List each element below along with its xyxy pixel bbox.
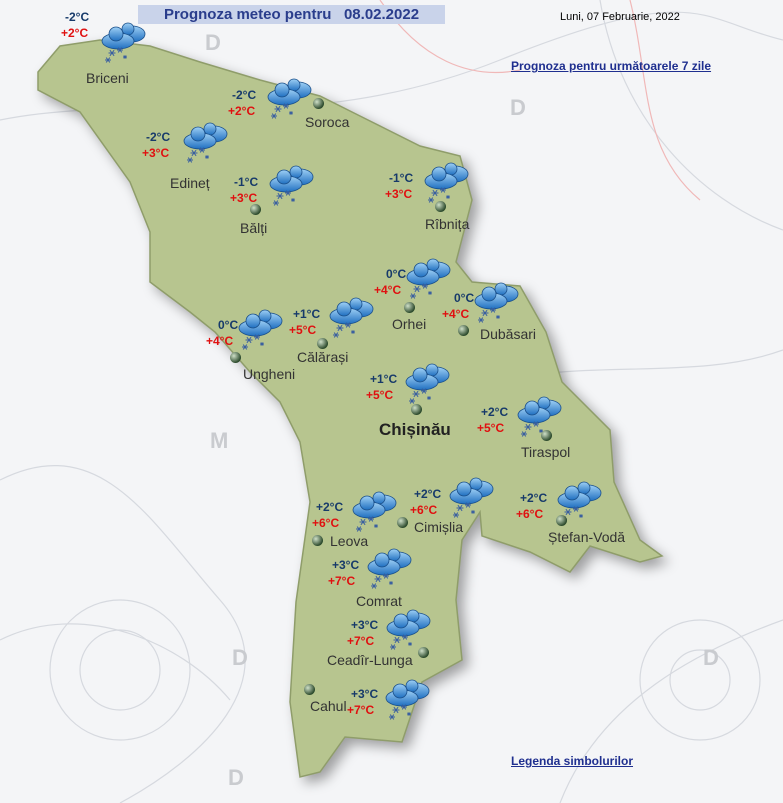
cloud-snow-icon xyxy=(98,22,148,64)
city-marker-icon xyxy=(312,535,323,546)
max-temp: +5°C xyxy=(289,323,317,337)
current-date: Luni, 07 Februarie, 2022 xyxy=(560,11,680,23)
cloud-snow-icon xyxy=(180,122,230,164)
city-marker-icon xyxy=(556,515,567,526)
min-temp: +3°C xyxy=(351,687,379,701)
max-temp: +7°C xyxy=(328,574,356,588)
cloud-snow-icon xyxy=(364,548,414,590)
pressure-label: D xyxy=(205,30,221,55)
cloud-snow-icon xyxy=(383,609,433,651)
min-temp: +3°C xyxy=(351,618,379,632)
city-marker-icon xyxy=(418,647,429,658)
pressure-label: D xyxy=(232,645,248,670)
max-temp: +5°C xyxy=(477,421,505,435)
cloud-snow-icon xyxy=(402,363,452,405)
city-marker-icon xyxy=(250,204,261,215)
cloud-snow-icon xyxy=(514,396,564,438)
max-temp: +6°C xyxy=(410,503,438,517)
pressure-label: D xyxy=(510,95,526,120)
city-label: Dubăsari xyxy=(480,326,537,342)
cloud-snow-icon xyxy=(349,491,399,533)
week-forecast-link[interactable]: Prognoza pentru următoarele 7 zile xyxy=(511,59,712,73)
cloud-snow-icon xyxy=(403,258,453,300)
city-label: Leova xyxy=(330,533,369,549)
cloud-snow-icon xyxy=(264,78,314,120)
city-marker-icon xyxy=(304,684,315,695)
min-temp: +2°C xyxy=(520,491,548,505)
city-marker-icon xyxy=(317,338,328,349)
max-temp: +2°C xyxy=(61,26,89,40)
city-label: Cimișlia xyxy=(414,519,463,535)
min-temp: +2°C xyxy=(481,405,509,419)
max-temp: +3°C xyxy=(230,191,258,205)
min-temp: 0°C xyxy=(454,291,475,305)
max-temp: +7°C xyxy=(347,703,375,717)
pressure-label: M xyxy=(210,428,229,453)
cloud-snow-icon xyxy=(471,282,521,324)
min-temp: +2°C xyxy=(316,500,344,514)
max-temp: +3°C xyxy=(142,146,170,160)
max-temp: +6°C xyxy=(312,516,340,530)
legend-link[interactable]: Legenda simbolurilor xyxy=(511,754,634,768)
min-temp: +1°C xyxy=(370,372,398,386)
city-label: Cahul xyxy=(310,698,347,714)
city-label: Briceni xyxy=(86,70,129,86)
cloud-snow-icon xyxy=(382,679,432,721)
city-label: Ștefan-Vodă xyxy=(548,529,626,545)
min-temp: +3°C xyxy=(332,558,360,572)
city-label: Tiraspol xyxy=(521,444,571,460)
city-marker-icon xyxy=(458,325,469,336)
min-temp: +2°C xyxy=(414,487,442,501)
city-marker-icon xyxy=(397,517,408,528)
city-label: Chișinău xyxy=(379,420,451,439)
pressure-label: D xyxy=(703,645,719,670)
max-temp: +4°C xyxy=(442,307,470,321)
city-marker-icon xyxy=(313,98,324,109)
city-marker-icon xyxy=(411,404,422,415)
min-temp: -1°C xyxy=(234,175,259,189)
city-label: Ungheni xyxy=(243,366,296,382)
min-temp: -2°C xyxy=(146,130,171,144)
cloud-snow-icon xyxy=(326,297,376,339)
max-temp: +6°C xyxy=(516,507,544,521)
cloud-snow-icon xyxy=(235,309,285,351)
city-marker-icon xyxy=(404,302,415,313)
max-temp: +3°C xyxy=(385,187,413,201)
city-label: Călărași xyxy=(297,349,349,365)
min-temp: +1°C xyxy=(293,307,321,321)
min-temp: -2°C xyxy=(65,10,90,24)
max-temp: +4°C xyxy=(206,334,234,348)
cloud-snow-icon xyxy=(421,162,471,204)
city-label: Comrat xyxy=(356,593,402,609)
page-title: Prognoza meteo pentru 08.02.2022 xyxy=(138,5,445,24)
max-temp: +7°C xyxy=(347,634,375,648)
city-label: Rîbnița xyxy=(425,216,470,232)
moldova-map xyxy=(37,39,664,778)
city-marker-icon xyxy=(230,352,241,363)
max-temp: +5°C xyxy=(366,388,394,402)
min-temp: 0°C xyxy=(386,267,407,281)
city-label: Soroca xyxy=(305,114,350,130)
city-label: Bălți xyxy=(240,220,268,236)
max-temp: +4°C xyxy=(374,283,402,297)
pressure-label: D xyxy=(228,765,244,790)
city-marker-icon xyxy=(541,430,552,441)
cloud-snow-icon xyxy=(266,165,316,207)
city-label: Orhei xyxy=(392,316,427,332)
city-label: Edineț xyxy=(170,175,210,191)
cloud-snow-icon xyxy=(554,481,604,523)
max-temp: +2°C xyxy=(228,104,256,118)
city-marker-icon xyxy=(435,201,446,212)
min-temp: -2°C xyxy=(232,88,257,102)
min-temp: -1°C xyxy=(389,171,414,185)
city-label: Ceadîr-Lunga xyxy=(327,652,413,668)
min-temp: 0°C xyxy=(218,318,239,332)
cloud-snow-icon xyxy=(446,477,496,519)
